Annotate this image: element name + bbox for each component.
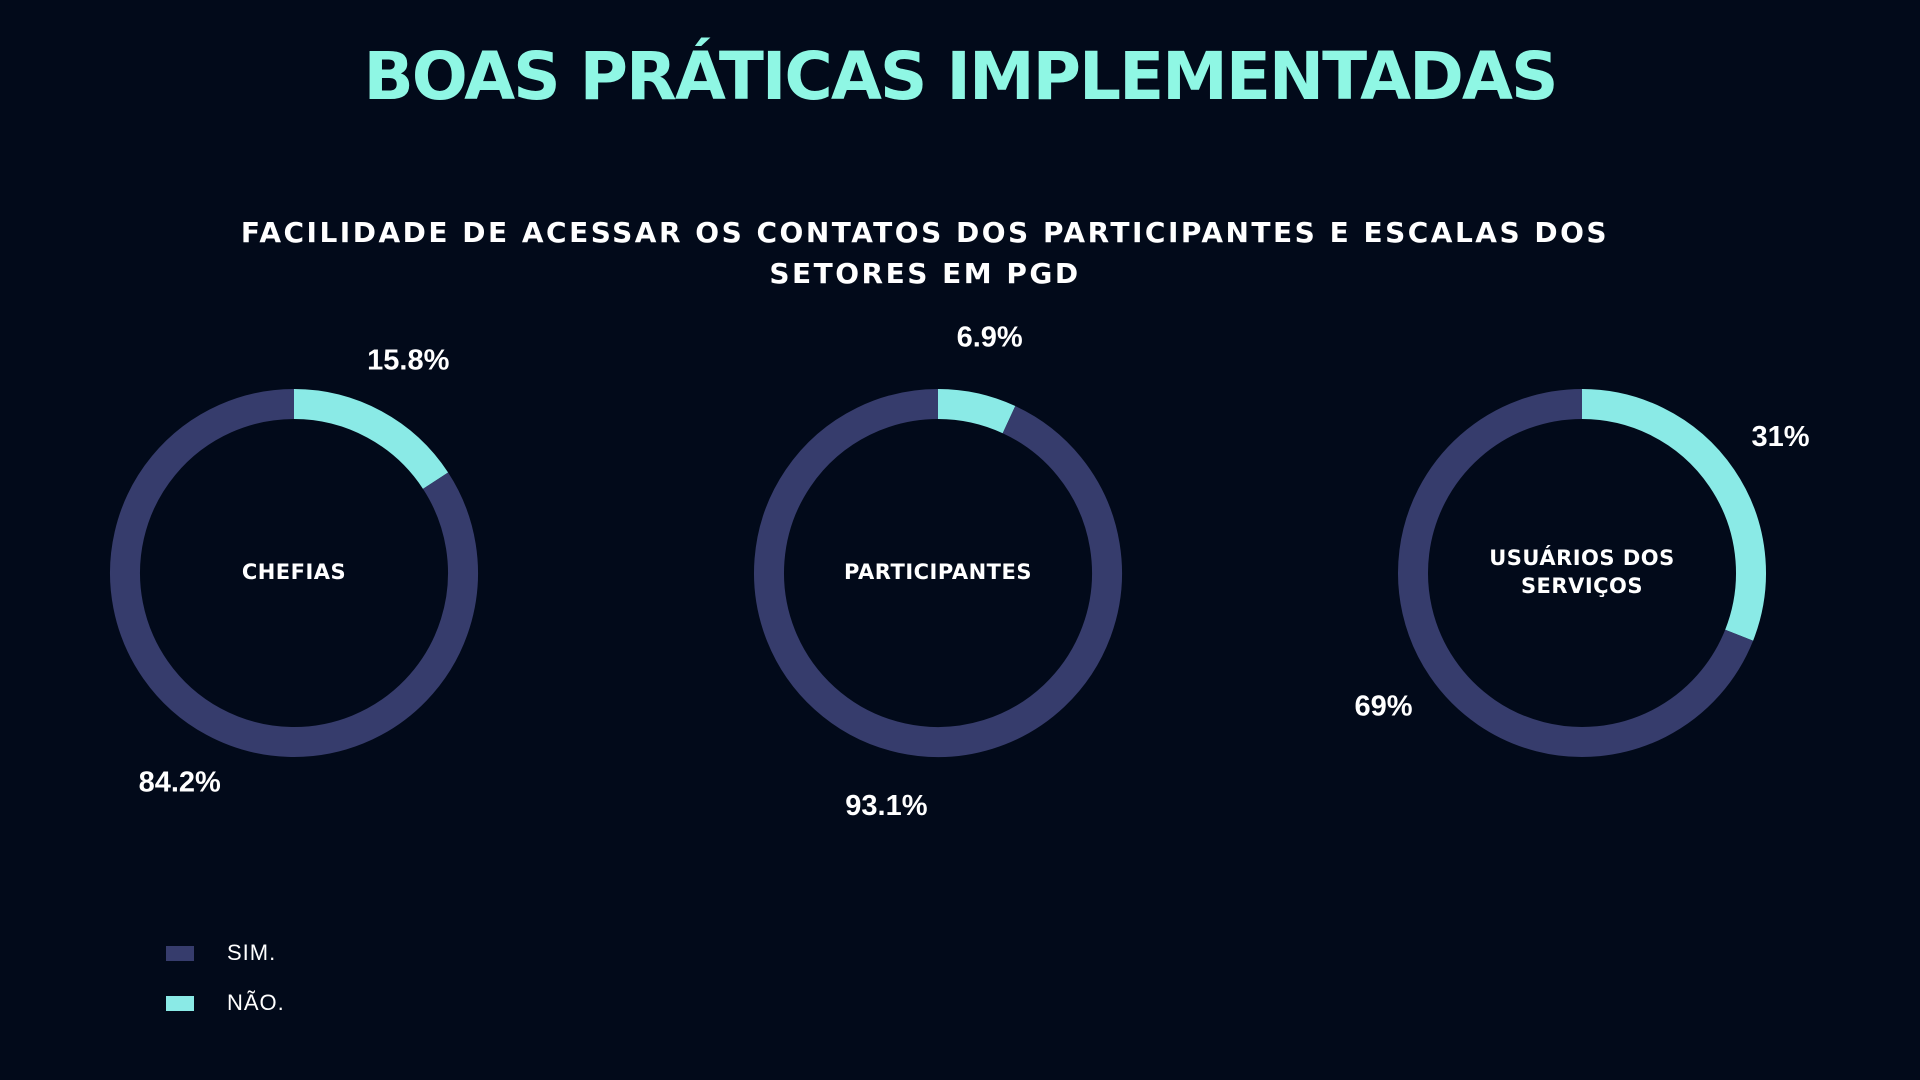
- donut-chart-3: 31% 69% USUÁRIOS DOS SERVIÇOS: [1354, 389, 1810, 757]
- legend-label-sim: SIM.: [227, 940, 277, 965]
- legend-swatch-nao: [166, 995, 194, 1011]
- slice-label-nao: 6.9%: [957, 321, 1023, 353]
- center-label: USUÁRIOS DOS SERVIÇOS: [1489, 545, 1675, 598]
- legend-item-nao: NÃO.: [166, 990, 285, 1016]
- center-label-line: SERVIÇOS: [1521, 574, 1643, 598]
- donut-slice-nao: [1581, 389, 1766, 641]
- donut-slice-nao: [293, 389, 449, 490]
- center-label: PARTICIPANTES: [844, 560, 1032, 584]
- legend-label-nao: NÃO.: [227, 990, 285, 1015]
- slice-label-sim: 69%: [1354, 691, 1412, 723]
- center-label-line: CHEFIAS: [242, 560, 346, 584]
- center-label-line: PARTICIPANTES: [844, 560, 1032, 584]
- center-label-line: USUÁRIOS DOS: [1489, 545, 1675, 570]
- donut-slice-sim: [110, 389, 478, 757]
- slice-label-nao: 31%: [1751, 421, 1809, 453]
- chart-title: FACILIDADE DE ACESSAR OS CONTATOS DOS PA…: [240, 216, 1610, 290]
- legend: SIM. NÃO.: [166, 940, 285, 1040]
- donut-slice-sim: [754, 389, 1122, 757]
- donut-chart-2: 6.9% 93.1% PARTICIPANTES: [754, 321, 1122, 822]
- page-title: BOAS PRÁTICAS IMPLEMENTADAS: [363, 38, 1558, 115]
- slice-label-sim: 93.1%: [845, 790, 927, 822]
- center-label: CHEFIAS: [242, 560, 346, 584]
- legend-swatch-sim: [166, 945, 194, 961]
- legend-item-sim: SIM.: [166, 940, 285, 966]
- slice-label-nao: 15.8%: [367, 345, 449, 377]
- donut-slice-sim: [1398, 389, 1754, 757]
- donut-slice-nao: [937, 389, 1016, 434]
- donut-chart-1: 15.8% 84.2% CHEFIAS: [110, 345, 478, 799]
- slice-label-sim: 84.2%: [139, 767, 221, 799]
